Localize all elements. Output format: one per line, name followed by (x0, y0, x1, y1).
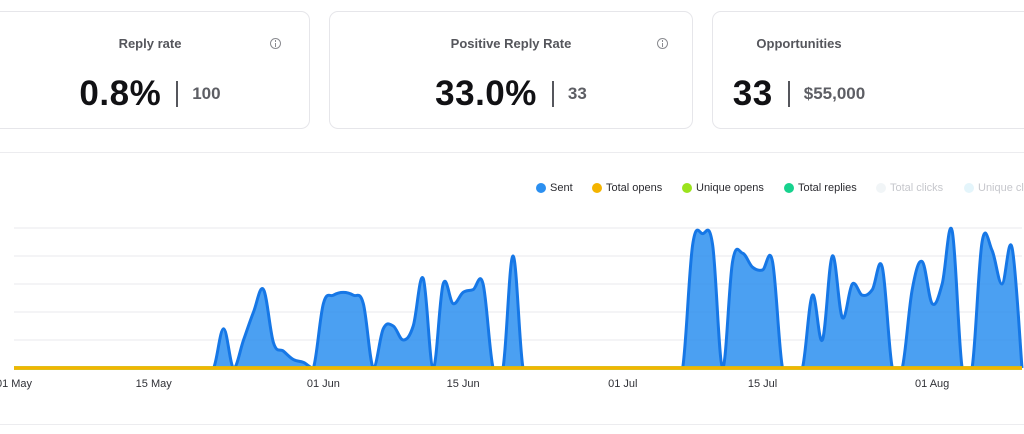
metric-value: 33.0% (435, 74, 537, 113)
positive-reply-rate-card: Positive Reply Rate 33.0% 33 (329, 11, 693, 129)
legend-marker (592, 183, 602, 193)
metric-sub-value: $55,000 (803, 84, 866, 103)
metric-value: 33 (732, 74, 773, 113)
metric-separator (787, 81, 790, 107)
info-icon[interactable] (657, 38, 668, 49)
legend-marker (536, 183, 546, 193)
legend-label: Unique opens (696, 182, 764, 194)
sent-area (14, 228, 1022, 368)
metric-row: 33.0% 33 (330, 70, 692, 118)
legend-item-total-replies[interactable]: Total replies (784, 180, 857, 196)
legend-label: Total replies (798, 182, 857, 194)
legend-label: Sent (550, 182, 573, 194)
metric-row: 0.8% 100 (0, 70, 309, 118)
card-title: Positive Reply Rate (450, 36, 572, 51)
x-tick-label: 01 May (0, 378, 33, 390)
x-tick-label: 01 Jul (608, 378, 637, 390)
legend-label: Total opens (606, 182, 663, 194)
legend-marker (876, 183, 886, 193)
metric-sub-value: 33 (567, 84, 587, 103)
metric-sub-value: 100 (192, 84, 221, 103)
legend-marker (682, 183, 692, 193)
x-tick-label: 15 Jul (748, 378, 777, 390)
opportunities-card: Opportunities 33 $55,000 (712, 11, 1024, 129)
x-tick-label: 01 Jun (307, 378, 340, 390)
chart-panel (0, 152, 1024, 434)
info-icon[interactable] (270, 38, 281, 49)
x-tick-label: 15 May (136, 378, 173, 390)
legend-item-total-opens[interactable]: Total opens (592, 180, 662, 196)
legend-label: Total clicks (890, 182, 944, 194)
legend-marker (964, 183, 974, 193)
metric-row: 33 $55,000 (713, 70, 885, 118)
metric-separator (176, 81, 179, 107)
legend-item-total-clicks[interactable]: Total clicks (876, 180, 943, 196)
x-tick-label: 15 Jun (447, 378, 480, 390)
card-title: Reply rate (118, 36, 182, 51)
metric-separator (551, 81, 554, 107)
legend-item-unique-clicks[interactable]: Unique cl (964, 180, 1024, 196)
legend-item-unique-opens[interactable]: Unique opens (682, 180, 764, 196)
legend-marker (784, 183, 794, 193)
reply-rate-card: Reply rate 0.8% 100 (0, 11, 310, 129)
metric-value: 0.8% (79, 74, 162, 113)
bottom-divider (0, 424, 1024, 425)
x-tick-label: 01 Aug (915, 378, 949, 390)
legend-item-sent[interactable]: Sent (536, 180, 573, 196)
legend-label: Unique cl (978, 182, 1024, 194)
card-title: Opportunities (756, 36, 842, 51)
